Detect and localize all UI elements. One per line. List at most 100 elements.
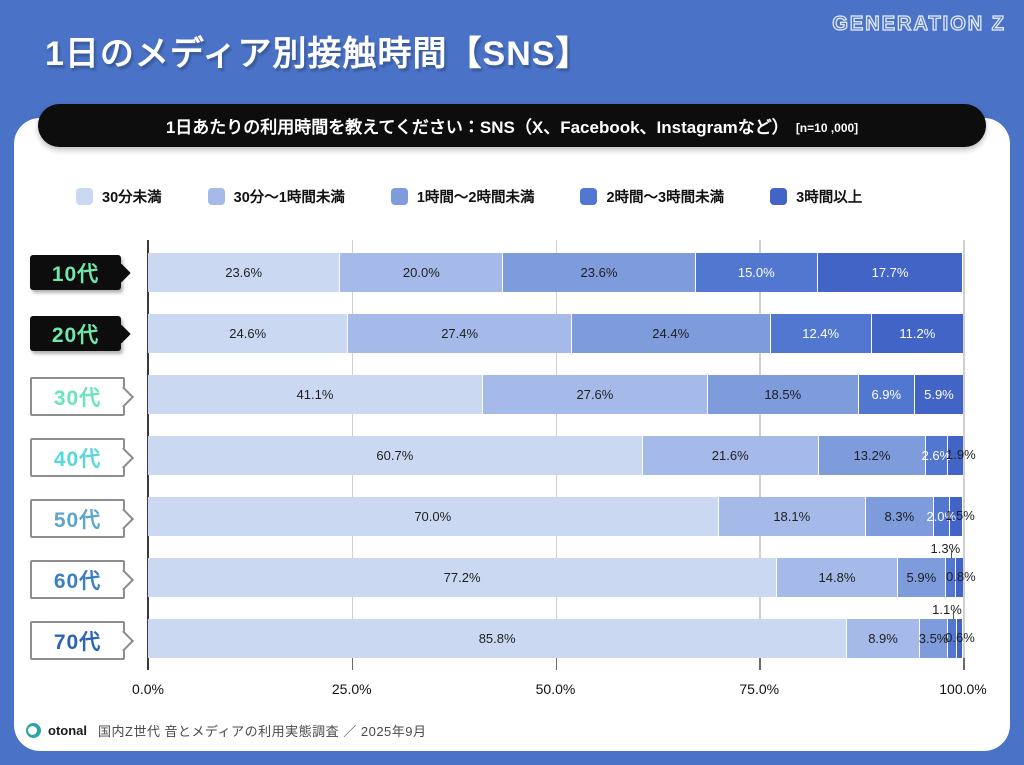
- row-label-text: 40代: [53, 447, 102, 471]
- bar-value-label: 21.6%: [711, 448, 749, 463]
- axis-tick: [555, 658, 557, 670]
- otonal-logo-text: otonal: [48, 723, 87, 738]
- bar-segment: 13.2%: [818, 436, 927, 475]
- bar-value-label-outside: 0.8%: [946, 569, 976, 584]
- bar-segment: [945, 558, 957, 597]
- bar-value-label: 60.7%: [376, 448, 414, 463]
- bar-value-label-outside: 1.5%: [945, 508, 975, 523]
- bar-segment: 23.6%: [148, 253, 341, 292]
- bar-segment: 5.9%: [897, 558, 946, 597]
- bar-segment: 20.0%: [340, 253, 504, 292]
- bar-segment: 18.5%: [707, 375, 859, 414]
- bar-value-label: 41.1%: [296, 387, 334, 402]
- bar-value-label: 70.0%: [414, 509, 452, 524]
- bar-value-label: 8.9%: [868, 631, 898, 646]
- row-label-50代: 50代: [30, 499, 135, 538]
- bar-segment: [957, 619, 963, 658]
- legend-swatch: [770, 187, 788, 205]
- bar-segment: 5.9%: [914, 375, 963, 414]
- bar-value-label: 2.6%: [921, 448, 952, 463]
- bar-segment: 27.6%: [482, 375, 708, 414]
- bar-segment: 85.8%: [148, 619, 848, 658]
- axis-tick-label: 0.0%: [132, 681, 164, 697]
- row-label-70代: 70代: [30, 621, 135, 660]
- bar-value-label-above: 1.3%: [930, 541, 961, 556]
- row-label-arrow-icon: [112, 568, 135, 591]
- bar-value-label: 13.2%: [853, 448, 891, 463]
- bar-value-label: 5.9%: [906, 570, 937, 585]
- bar-70代: 85.8% 8.9% 3.5%: [148, 619, 963, 658]
- legend-item: 2時間〜3時間未満: [580, 186, 724, 207]
- row-label-arrow-icon: [112, 385, 135, 408]
- row-label-text: 50代: [53, 508, 102, 532]
- legend-item: 3時間以上: [770, 186, 862, 207]
- bar-value-label: 27.6%: [576, 387, 614, 402]
- bar-segment: 8.3%: [866, 497, 934, 536]
- legend-item: 1時間〜2時間未満: [390, 186, 535, 207]
- bar-60代: 77.2% 14.8% 5.9%: [148, 558, 963, 597]
- gridline: [963, 240, 965, 658]
- question-pill: 1日あたりの利用時間を教えてください：SNS（X、Facebook、Instag…: [38, 104, 986, 147]
- legend-label: 2時間〜3時間未満: [606, 189, 725, 206]
- bar-value-label: 20.0%: [402, 265, 440, 280]
- axis-tick: [963, 658, 965, 670]
- legend-label: 1時間〜2時間未満: [416, 189, 535, 206]
- bar-segment: 2.0%: [926, 497, 956, 536]
- bar-20代: 24.6% 27.4% 24.4% 12.4% 11.2%: [148, 314, 963, 353]
- row-label-arrow-icon: [112, 446, 135, 469]
- source-note: 国内Z世代 音とメディアの利用実態調査 ／ 2025年9月: [98, 724, 427, 739]
- bar-value-label: 12.4%: [802, 326, 840, 341]
- bar-40代: 60.7% 21.6% 13.2% 2.6%: [148, 436, 963, 475]
- bar-segment: 17.7%: [817, 253, 963, 292]
- bar-value-label: 14.8%: [818, 570, 856, 585]
- row-label-text: 60代: [53, 569, 102, 593]
- row-label-20代: 20代: [30, 316, 131, 351]
- legend: 30分未満 30分〜1時間未満 1時間〜2時間未満 2時間〜3時間未満 3時間以上: [76, 186, 862, 206]
- bar-segment: 14.8%: [777, 558, 898, 597]
- legend-item: 30分〜1時間未満: [207, 186, 345, 207]
- bar-segment: 23.6%: [503, 253, 696, 292]
- bar-value-label-above: 1.1%: [932, 602, 962, 617]
- bar-value-label: 18.1%: [773, 509, 811, 524]
- bar-value-label: 15.0%: [737, 265, 775, 280]
- bar-segment: 8.9%: [847, 619, 920, 658]
- bar-segment: 3.5%: [918, 619, 949, 658]
- bar-value-label: 24.6%: [229, 326, 267, 341]
- bar-segment: 12.4%: [770, 314, 872, 353]
- zero-axis-line: [146, 240, 149, 670]
- bar-segment: 70.0%: [148, 497, 719, 536]
- bar-segment: 15.0%: [695, 253, 818, 292]
- legend-swatch: [390, 187, 408, 205]
- bar-value-label: 3.5%: [918, 631, 949, 646]
- bar-segment: 6.9%: [858, 375, 915, 414]
- row-label-40代: 40代: [30, 438, 135, 477]
- legend-item: 30分未満: [76, 186, 162, 207]
- bar-10代: 23.6% 20.0% 23.6% 15.0% 17.7%: [148, 253, 963, 292]
- bar-value-label: 11.2%: [899, 326, 936, 341]
- bar-value-label: 85.8%: [478, 631, 516, 646]
- bar-value-label: 17.7%: [871, 265, 909, 280]
- bar-value-label: 27.4%: [441, 326, 479, 341]
- row-label-text: 20代: [51, 323, 100, 347]
- bar-value-label: 23.6%: [225, 265, 263, 280]
- page-title: 1日のメディア別接触時間【SNS】: [45, 35, 591, 73]
- bar-50代: 70.0% 18.1% 8.3% 2.0%: [148, 497, 963, 536]
- bar-value-label: 77.2%: [443, 570, 481, 585]
- generation-z-brand-mark: GENERATION Z: [832, 12, 1006, 35]
- footer: otonal 国内Z世代 音とメディアの利用実態調査 ／ 2025年9月: [26, 721, 427, 740]
- axis-tick: [351, 658, 354, 670]
- bar-segment: 27.4%: [348, 314, 572, 353]
- bar-segment: [947, 436, 963, 475]
- bar-segment: 24.4%: [571, 314, 771, 353]
- row-label-arrow-icon: [112, 263, 131, 282]
- row-label-arrow-icon: [112, 507, 135, 530]
- bar-segment: [948, 619, 958, 658]
- bar-value-label: 24.4%: [652, 326, 690, 341]
- row-label-arrow-icon: [112, 324, 131, 343]
- legend-label: 30分未満: [102, 189, 162, 206]
- legend-label: 3時間以上: [796, 189, 863, 206]
- row-label-text: 10代: [51, 262, 100, 286]
- row-label-10代: 10代: [30, 255, 131, 290]
